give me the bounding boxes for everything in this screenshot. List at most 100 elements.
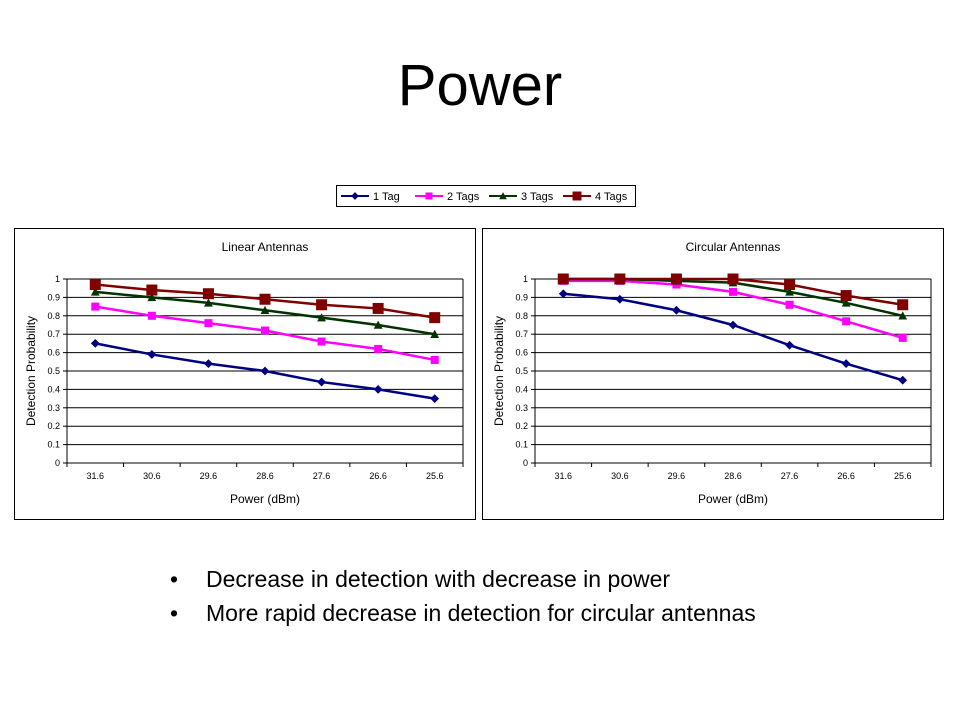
slide-title: Power bbox=[397, 53, 563, 118]
data-point bbox=[841, 298, 851, 307]
data-point bbox=[204, 359, 213, 369]
x-tick-label: 28.6 bbox=[724, 471, 742, 481]
data-point bbox=[898, 375, 908, 385]
x-tick-label: 25.6 bbox=[426, 471, 444, 481]
data-point bbox=[841, 359, 851, 369]
y-tick-label: 0.6 bbox=[47, 348, 60, 358]
x-tick-label: 27.6 bbox=[781, 471, 799, 481]
data-point bbox=[260, 305, 270, 315]
y-tick-label: 0.2 bbox=[47, 421, 60, 431]
data-point bbox=[147, 350, 157, 359]
data-point bbox=[146, 284, 158, 296]
series-line bbox=[563, 292, 904, 382]
data-point bbox=[373, 320, 383, 329]
y-axis-label: Detection Probability bbox=[492, 316, 506, 426]
data-point bbox=[615, 294, 625, 304]
data-point bbox=[91, 302, 100, 311]
data-point bbox=[897, 299, 909, 311]
x-tick-label: 27.6 bbox=[313, 471, 331, 481]
data-point bbox=[90, 339, 100, 348]
y-tick-label: 0.6 bbox=[515, 348, 528, 358]
data-point bbox=[372, 302, 384, 314]
data-point bbox=[558, 289, 568, 299]
data-point bbox=[430, 329, 440, 338]
data-point bbox=[728, 320, 738, 330]
y-tick-label: 0.8 bbox=[47, 311, 60, 321]
bullet-icon: • bbox=[170, 600, 179, 626]
data-point bbox=[430, 355, 439, 364]
x-axis-label: Power (dBm) bbox=[230, 492, 300, 506]
y-tick-label: 0.9 bbox=[47, 292, 60, 302]
chart-title: Circular Antennas bbox=[686, 240, 781, 254]
data-point bbox=[204, 319, 213, 328]
data-point bbox=[261, 326, 269, 335]
data-point bbox=[898, 333, 907, 342]
data-point bbox=[785, 300, 794, 309]
y-tick-label: 1 bbox=[523, 274, 528, 284]
legend-label: 1 Tag bbox=[373, 191, 400, 203]
data-point bbox=[429, 312, 441, 324]
data-point bbox=[204, 298, 213, 307]
y-tick-label: 1 bbox=[55, 274, 60, 284]
legend-marker bbox=[572, 191, 582, 201]
y-tick-label: 0.5 bbox=[515, 366, 528, 376]
data-point bbox=[316, 299, 328, 311]
circular-antennas-chart: Circular Antennas 0 0.1 0.2 0.3 0.4 0.5 0.6 0.7 0… bbox=[482, 228, 944, 520]
y-tick-label: 0.3 bbox=[47, 403, 60, 413]
data-point bbox=[557, 273, 569, 285]
data-point bbox=[727, 273, 739, 285]
data-point bbox=[729, 287, 737, 296]
y-tick-label: 0.4 bbox=[47, 384, 60, 394]
y-axis-label: Detection Probability bbox=[24, 316, 38, 426]
legend-marker bbox=[351, 192, 359, 200]
x-tick-label: 28.6 bbox=[256, 471, 274, 481]
y-tick-label: 0.5 bbox=[47, 366, 60, 376]
linear-antennas-chart: Linear Antennas 0 0.1 0.2 0.3 0.4 0.5 0.6 0.7 0.8… bbox=[14, 228, 476, 520]
data-point bbox=[90, 287, 100, 296]
bullet-list: • Decrease in detection with decrease in … bbox=[170, 562, 756, 630]
legend-label: 2 Tags bbox=[447, 191, 480, 203]
data-point bbox=[260, 366, 270, 376]
data-point bbox=[373, 385, 383, 394]
y-tick-label: 0.7 bbox=[47, 329, 60, 339]
bullet-text: More rapid decrease in detection for cir… bbox=[206, 600, 756, 626]
chart-title: Linear Antennas bbox=[222, 240, 309, 254]
x-tick-label: 30.6 bbox=[143, 471, 161, 481]
y-tick-label: 0.8 bbox=[515, 311, 528, 321]
data-point bbox=[840, 290, 852, 302]
y-tick-label: 0.3 bbox=[515, 403, 528, 413]
x-tick-label: 30.6 bbox=[611, 471, 629, 481]
data-point bbox=[317, 337, 326, 346]
x-tick-label: 29.6 bbox=[668, 471, 686, 481]
x-tick-label: 25.6 bbox=[894, 471, 912, 481]
data-point bbox=[670, 273, 682, 285]
data-point bbox=[672, 305, 681, 315]
data-point bbox=[784, 279, 796, 291]
data-point bbox=[202, 288, 214, 300]
x-tick-label: 29.6 bbox=[200, 471, 218, 481]
data-point bbox=[785, 287, 794, 296]
x-tick-label: 31.6 bbox=[555, 471, 573, 481]
y-tick-label: 0.7 bbox=[515, 329, 528, 339]
data-point bbox=[374, 344, 383, 353]
data-point bbox=[259, 293, 271, 305]
circular-antennas-plot: Circular Antennas 0 0.1 0.2 0.3 0.4 0.5 0.6 0.7 0… bbox=[492, 240, 932, 506]
legend-label: 3 Tags bbox=[521, 191, 554, 203]
data-point bbox=[898, 311, 908, 320]
data-point bbox=[785, 340, 794, 350]
bullet-item: • Decrease in detection with decrease in … bbox=[170, 562, 756, 596]
data-point bbox=[89, 279, 101, 291]
legend-marker bbox=[425, 192, 433, 200]
y-tick-label: 0.1 bbox=[515, 440, 528, 450]
data-point bbox=[147, 293, 157, 302]
y-tick-label: 0.1 bbox=[47, 440, 60, 450]
data-point bbox=[430, 394, 440, 403]
x-tick-label: 26.6 bbox=[369, 471, 387, 481]
x-axis-label: Power (dBm) bbox=[698, 492, 768, 506]
legend-marker bbox=[499, 192, 507, 200]
data-point bbox=[317, 313, 326, 322]
data-point bbox=[842, 317, 851, 326]
y-tick-label: 0.4 bbox=[515, 384, 528, 394]
data-point bbox=[614, 273, 626, 285]
legend-graphic: 1 Tag 2 Tags 3 Tags 4 Tags bbox=[341, 191, 628, 203]
